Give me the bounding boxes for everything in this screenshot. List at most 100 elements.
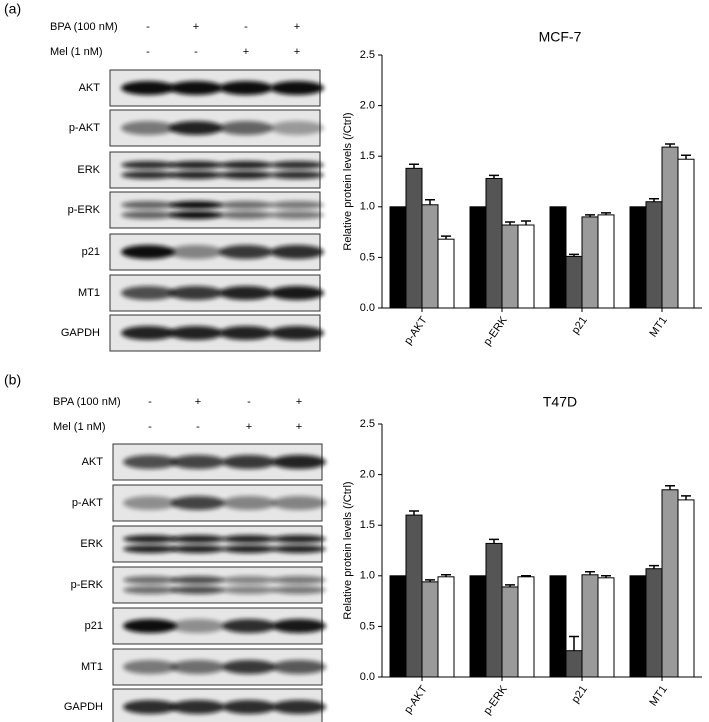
- band: [272, 535, 326, 543]
- band: [171, 455, 225, 469]
- treatment-sign: +: [296, 396, 302, 408]
- x-tick-label: p-ERK: [481, 683, 510, 717]
- bar: [485, 542, 503, 678]
- error-bar: [489, 174, 499, 179]
- band: [270, 245, 324, 259]
- band: [123, 455, 177, 469]
- band: [222, 586, 276, 594]
- band: [270, 211, 324, 219]
- bar: [645, 568, 663, 678]
- error-bar: [521, 220, 531, 226]
- blot-row-label: p-ERK: [68, 204, 101, 216]
- y-tick-label: 0.5: [360, 251, 375, 263]
- treatment-sign: -: [148, 396, 152, 408]
- band: [169, 121, 223, 135]
- treatment-sign: +: [296, 421, 302, 433]
- bar: [517, 576, 535, 678]
- treatment-sign: +: [195, 396, 201, 408]
- x-tick-label: p21: [569, 684, 589, 706]
- band: [222, 619, 276, 633]
- treatment-label: BPA (100 nM): [50, 21, 118, 33]
- band: [169, 81, 223, 95]
- bar: [597, 577, 615, 678]
- bar: [661, 146, 679, 309]
- band: [270, 121, 324, 135]
- band: [123, 535, 177, 543]
- band: [270, 81, 324, 95]
- band: [121, 286, 175, 300]
- bar: [485, 177, 503, 309]
- error-bar: [649, 197, 659, 202]
- blot-box: [112, 566, 323, 604]
- band: [171, 586, 225, 594]
- chart-title: T47D: [543, 394, 577, 410]
- band: [121, 81, 175, 95]
- band: [270, 171, 324, 179]
- band: [169, 326, 223, 340]
- band: [272, 455, 326, 469]
- error-bar: [425, 198, 435, 205]
- band: [219, 171, 273, 179]
- x-tick-label: MT1: [647, 315, 669, 340]
- band: [169, 161, 223, 169]
- bar: [405, 167, 423, 309]
- error-bar: [665, 143, 675, 148]
- treatment-label: Mel (1 nM): [50, 46, 103, 58]
- blot-row-label: p-ERK: [71, 579, 104, 591]
- error-bar: [681, 154, 691, 160]
- band: [171, 700, 225, 714]
- treatment-sign: +: [243, 46, 249, 58]
- band: [219, 161, 273, 169]
- blot-row-label: p-AKT: [69, 122, 100, 134]
- bar: [565, 650, 583, 678]
- band: [272, 700, 326, 714]
- bar: [469, 206, 487, 309]
- bar: [405, 514, 423, 678]
- treatment-sign: -: [247, 396, 251, 408]
- band: [123, 576, 177, 584]
- y-axis-label: Relative protein levels (/Ctrl): [342, 481, 354, 619]
- band: [169, 171, 223, 179]
- x-tick-label: p-ERK: [481, 314, 510, 348]
- blot-row-label: MT1: [81, 661, 103, 673]
- band: [270, 161, 324, 169]
- blot-row-label: AKT: [82, 456, 104, 468]
- error-bar: [505, 221, 515, 226]
- y-tick-label: 2.5: [360, 418, 375, 430]
- band: [272, 586, 326, 594]
- y-tick-label: 2.0: [360, 469, 375, 481]
- bar: [389, 206, 407, 309]
- y-tick-label: 2.5: [360, 49, 375, 61]
- bar: [437, 576, 455, 678]
- band: [169, 245, 223, 259]
- band: [123, 619, 177, 633]
- bar: [389, 575, 407, 678]
- band: [123, 660, 177, 674]
- band: [123, 545, 177, 553]
- treatment-sign: -: [244, 21, 248, 33]
- blot-row-label: p21: [82, 246, 100, 258]
- error-bar: [409, 163, 419, 169]
- panel-label: (b): [4, 372, 21, 388]
- band: [171, 545, 225, 553]
- band: [169, 286, 223, 300]
- treatment-sign: -: [194, 46, 198, 58]
- blot-box: [109, 191, 321, 229]
- band: [169, 211, 223, 219]
- band: [121, 171, 175, 179]
- band: [272, 545, 326, 553]
- y-tick-label: 0.0: [360, 302, 375, 314]
- band: [171, 576, 225, 584]
- blot-box: [109, 151, 321, 189]
- band: [171, 496, 225, 510]
- band: [222, 700, 276, 714]
- error-bar: [665, 484, 675, 490]
- error-bar: [649, 564, 659, 569]
- treatment-sign: -: [196, 421, 200, 433]
- blot-row-label: ERK: [80, 538, 103, 550]
- blot-row-label: ERK: [77, 164, 100, 176]
- error-bar: [681, 495, 691, 500]
- treatment-sign: +: [246, 421, 252, 433]
- band: [222, 576, 276, 584]
